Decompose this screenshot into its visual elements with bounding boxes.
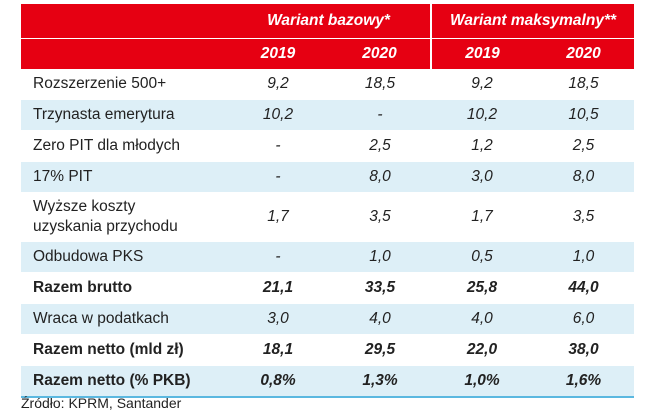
cell-value: 10,5 bbox=[533, 99, 635, 131]
cell-value: 33,5 bbox=[329, 272, 432, 304]
table-row: Zero PIT dla młodych - 2,5 1,2 2,5 bbox=[21, 130, 635, 162]
cell-value: 3,0 bbox=[431, 161, 534, 193]
cell-value: 8,0 bbox=[329, 161, 432, 193]
cell-value: 21,1 bbox=[227, 272, 329, 304]
header-year: 2020 bbox=[329, 38, 432, 69]
cell-value: 2,5 bbox=[533, 130, 635, 162]
cell-value: - bbox=[227, 241, 329, 273]
cell-value: 25,8 bbox=[431, 272, 534, 304]
cell-value: 8,0 bbox=[533, 161, 635, 193]
row-label: Trzynasta emerytura bbox=[21, 99, 227, 131]
table-row: Trzynasta emerytura 10,2 - 10,2 10,5 bbox=[21, 99, 635, 131]
row-label: Zero PIT dla młodych bbox=[21, 130, 227, 162]
cell-value: 1,2 bbox=[431, 130, 534, 162]
row-label: Razem netto (% PKB) bbox=[21, 365, 227, 398]
row-label-line: uzyskania przychodu bbox=[33, 218, 178, 235]
cell-value: 4,0 bbox=[431, 303, 534, 335]
table-row: 17% PIT - 8,0 3,0 8,0 bbox=[21, 161, 635, 193]
cell-value: 9,2 bbox=[431, 69, 534, 100]
cell-value: 3,0 bbox=[227, 303, 329, 335]
header-row-variants: Wariant bazowy* Wariant maksymalny** bbox=[21, 4, 635, 39]
fiscal-cost-table: Wariant bazowy* Wariant maksymalny** 201… bbox=[21, 4, 635, 398]
cell-value: - bbox=[227, 161, 329, 193]
row-label: Odbudowa PKS bbox=[21, 241, 227, 273]
cell-value: - bbox=[227, 130, 329, 162]
cell-value: 2,5 bbox=[329, 130, 432, 162]
cell-value: 18,5 bbox=[533, 69, 635, 100]
header-year: 2019 bbox=[227, 38, 329, 69]
table-row-total: Razem netto (mld zł) 18,1 29,5 22,0 38,0 bbox=[21, 334, 635, 366]
header-year: 2020 bbox=[533, 38, 635, 69]
cell-value: 0,8% bbox=[227, 365, 329, 398]
cell-value: 1,0 bbox=[533, 241, 635, 273]
header-row-years: 2019 2020 2019 2020 bbox=[21, 38, 635, 69]
table-row-total: Razem netto (% PKB) 0,8% 1,3% 1,0% 1,6% bbox=[21, 365, 635, 398]
cell-value: 18,1 bbox=[227, 334, 329, 366]
cell-value: 1,3% bbox=[329, 365, 432, 398]
cell-value: 44,0 bbox=[533, 272, 635, 304]
source-note: Źródło: KPRM, Santander bbox=[21, 395, 182, 411]
cell-value: 3,5 bbox=[533, 192, 635, 242]
row-label: Wraca w podatkach bbox=[21, 303, 227, 335]
cell-value: - bbox=[329, 99, 432, 131]
header-corner bbox=[21, 4, 227, 39]
table-row: Wyższe koszty uzyskania przychodu 1,7 3,5… bbox=[21, 192, 635, 242]
table-row: Odbudowa PKS - 1,0 0,5 1,0 bbox=[21, 241, 635, 273]
cell-value: 0,5 bbox=[431, 241, 534, 273]
cell-value: 29,5 bbox=[329, 334, 432, 366]
cell-value: 3,5 bbox=[329, 192, 432, 242]
cell-value: 38,0 bbox=[533, 334, 635, 366]
cell-value: 1,0 bbox=[329, 241, 432, 273]
cell-value: 22,0 bbox=[431, 334, 534, 366]
cell-value: 1,7 bbox=[227, 192, 329, 242]
cell-value: 10,2 bbox=[431, 99, 534, 131]
cell-value: 1,7 bbox=[431, 192, 534, 242]
row-label: Razem netto (mld zł) bbox=[21, 334, 227, 366]
row-label: Rozszerzenie 500+ bbox=[21, 69, 227, 100]
cell-value: 4,0 bbox=[329, 303, 432, 335]
row-label-line: Wyższe koszty bbox=[33, 198, 136, 215]
cell-value: 9,2 bbox=[227, 69, 329, 100]
fiscal-cost-table-container: Wariant bazowy* Wariant maksymalny** 201… bbox=[21, 4, 635, 398]
cell-value: 18,5 bbox=[329, 69, 432, 100]
row-label: Wyższe koszty uzyskania przychodu bbox=[21, 192, 227, 242]
header-corner-2 bbox=[21, 38, 227, 69]
table-row-total: Razem brutto 21,1 33,5 25,8 44,0 bbox=[21, 272, 635, 304]
header-variant-max: Wariant maksymalny** bbox=[430, 4, 635, 39]
header-year: 2019 bbox=[430, 38, 534, 69]
table-row: Rozszerzenie 500+ 9,2 18,5 9,2 18,5 bbox=[21, 69, 635, 100]
cell-value: 1,0% bbox=[431, 365, 534, 398]
cell-value: 6,0 bbox=[533, 303, 635, 335]
cell-value: 10,2 bbox=[227, 99, 329, 131]
row-label: 17% PIT bbox=[21, 161, 227, 193]
header-variant-base: Wariant bazowy* bbox=[227, 4, 432, 39]
row-label: Razem brutto bbox=[21, 272, 227, 304]
cell-value: 1,6% bbox=[533, 365, 635, 398]
table-row: Wraca w podatkach 3,0 4,0 4,0 6,0 bbox=[21, 303, 635, 335]
